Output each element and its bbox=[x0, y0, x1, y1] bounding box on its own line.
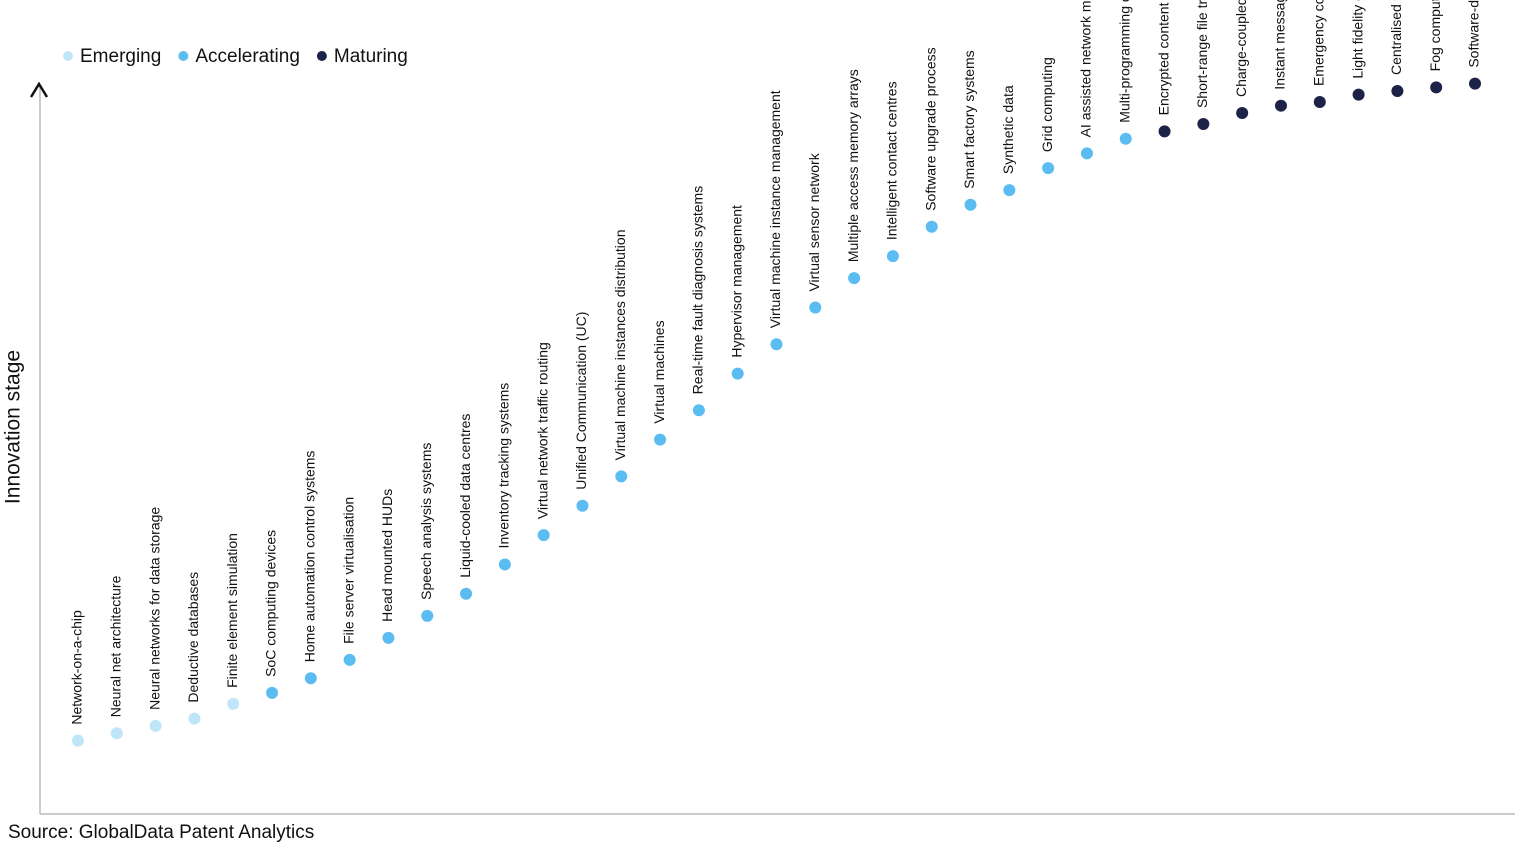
point-label: Charge-coupled device (CCD) memory bbox=[1233, 0, 1249, 97]
legend-label: Maturing bbox=[334, 46, 408, 67]
point-label: Neural networks for data storage bbox=[146, 507, 162, 710]
point-label: Hypervisor management bbox=[728, 205, 744, 358]
point-label: Liquid-cooled data centres bbox=[457, 414, 473, 578]
legend-label: Emerging bbox=[80, 46, 161, 67]
point-label: Light fidelity communication (Li-fi) bbox=[1349, 0, 1365, 79]
data-point bbox=[692, 404, 705, 417]
data-point bbox=[925, 220, 938, 233]
point-label: Software-defined wide area network (WAN) bbox=[1466, 0, 1482, 68]
data-point bbox=[498, 558, 511, 571]
data-point bbox=[382, 631, 395, 644]
point-label: Finite element simulation bbox=[224, 533, 240, 688]
data-point bbox=[110, 727, 123, 740]
point-label: Virtual sensor network bbox=[806, 152, 822, 291]
point-label: Real-time fault diagnosis systems bbox=[690, 186, 706, 395]
data-point bbox=[1469, 77, 1481, 90]
data-point bbox=[1430, 81, 1443, 94]
y-axis-arrow bbox=[29, 81, 49, 98]
point-label: AI assisted network management bbox=[1078, 0, 1094, 137]
data-point bbox=[537, 529, 550, 542]
point-label: Centralised telemetry systems bbox=[1388, 0, 1404, 75]
data-point bbox=[1352, 88, 1365, 101]
point-label: Encrypted content distribution bbox=[1155, 0, 1171, 115]
data-point bbox=[615, 470, 628, 483]
data-point bbox=[809, 301, 822, 314]
data-point bbox=[1274, 99, 1287, 112]
point-label: Multiple access memory arrays bbox=[845, 69, 861, 262]
data-point bbox=[886, 250, 899, 263]
source: Source: GlobalData Patent Analytics bbox=[8, 822, 314, 843]
data-point bbox=[149, 719, 162, 732]
point-label: Virtual network traffic routing bbox=[534, 342, 550, 519]
legend-marker bbox=[178, 51, 189, 61]
point-label: Inventory tracking systems bbox=[496, 383, 512, 549]
data-point bbox=[1042, 162, 1055, 175]
point-label: Neural net architecture bbox=[108, 575, 124, 717]
point-label: Grid computing bbox=[1039, 57, 1055, 152]
data-point bbox=[576, 499, 589, 512]
point-label: Virtual machines bbox=[651, 320, 667, 423]
data-point bbox=[1236, 107, 1249, 120]
legend-label: Accelerating bbox=[195, 46, 300, 67]
data-point bbox=[964, 198, 977, 211]
point-label: Network-on-a-chip bbox=[69, 610, 85, 725]
point-label: Home automation control systems bbox=[302, 451, 318, 663]
data-point bbox=[1197, 118, 1210, 131]
data-point bbox=[1003, 184, 1016, 197]
point-label: Deductive databases bbox=[185, 572, 201, 703]
data-point bbox=[848, 272, 861, 285]
y-axis-label: Innovation stage bbox=[2, 350, 25, 504]
point-label: File server virtualisation bbox=[340, 497, 356, 644]
data-point bbox=[266, 686, 279, 699]
point-label: Speech analysis systems bbox=[418, 443, 434, 600]
data-point bbox=[1119, 132, 1132, 145]
point-label: Smart factory systems bbox=[961, 50, 977, 188]
data-point bbox=[1391, 85, 1404, 98]
legend-marker bbox=[63, 51, 73, 61]
data-point bbox=[1080, 147, 1093, 160]
data-point bbox=[770, 338, 783, 351]
data-point bbox=[421, 609, 434, 622]
point-label: Fog computing bbox=[1427, 0, 1443, 71]
data-point bbox=[1158, 125, 1171, 138]
data-point bbox=[343, 653, 356, 666]
data-point bbox=[188, 712, 201, 725]
data-point bbox=[227, 697, 240, 710]
data-point bbox=[1313, 96, 1326, 109]
point-label: Unified Communication (UC) bbox=[573, 312, 589, 490]
point-label: Synthetic data bbox=[1000, 85, 1016, 174]
point-label: Instant messaging applications bbox=[1272, 0, 1288, 90]
point-label: SoC computing devices bbox=[263, 530, 279, 677]
point-label: Intelligent contact centres bbox=[884, 81, 900, 240]
point-label: Virtual machine instances distribution bbox=[612, 229, 628, 460]
data-point bbox=[654, 433, 667, 446]
point-label: Virtual machine instance management bbox=[767, 90, 783, 328]
data-point bbox=[731, 367, 744, 380]
data-point bbox=[72, 734, 84, 747]
point-label: Head mounted HUDs bbox=[379, 489, 395, 622]
data-point bbox=[460, 587, 473, 600]
point-label: Emergency communications network bbox=[1310, 0, 1326, 86]
legend-marker bbox=[316, 51, 327, 61]
point-label: Short-range file transfer networks bbox=[1194, 0, 1210, 108]
point-label: Multi-programming operating systems bbox=[1116, 0, 1132, 123]
data-point bbox=[304, 672, 317, 685]
point-label: Software upgrade process bbox=[922, 47, 938, 210]
